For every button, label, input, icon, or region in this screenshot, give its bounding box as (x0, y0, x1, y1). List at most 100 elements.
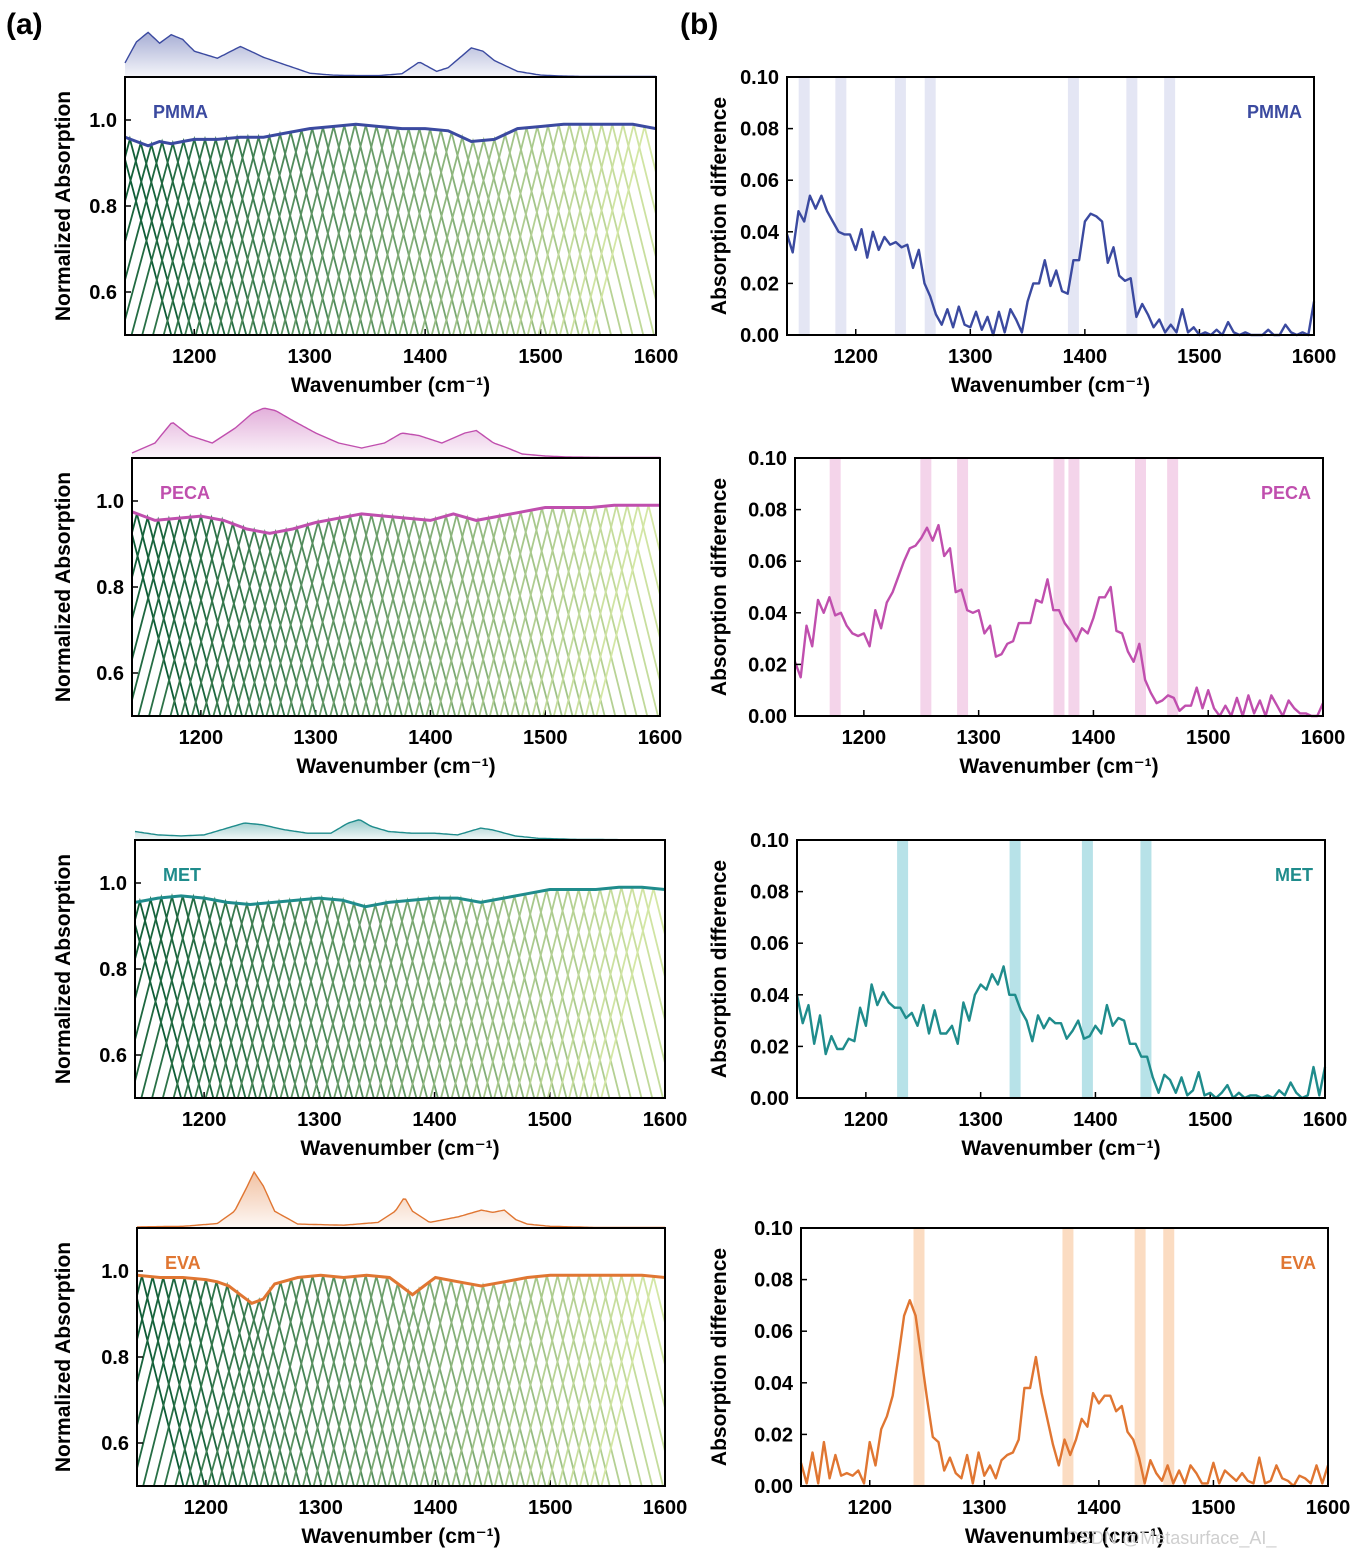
a-met-envelope-line (135, 885, 665, 909)
a-eva-xtick-label: 1200 (184, 1497, 229, 1519)
a-met-filter-curve (135, 920, 183, 1098)
b-pmma-highlight-band (1126, 78, 1138, 334)
a-met-frame (134, 839, 666, 1099)
b-met-ytick-label: 0.00 (750, 1088, 789, 1110)
b-pmma-highlight-band (1164, 78, 1176, 334)
b-peca-ytick-label: 0.08 (748, 500, 787, 522)
b-peca-highlight-band (1134, 459, 1146, 715)
a-peca-sample-label: PECA (160, 483, 210, 503)
b-eva-xtick-label: 1300 (962, 1497, 1007, 1519)
a-eva-ytick-label: 0.6 (101, 1433, 129, 1455)
b-pmma-highlight-band (924, 78, 936, 334)
b-met-xtick-label: 1400 (1073, 1109, 1118, 1131)
b-pmma-ytick-label: 0.02 (740, 273, 779, 295)
b-eva-ytick-label: 0.06 (754, 1321, 793, 1343)
b-pmma-highlight-band (798, 78, 810, 334)
b-met-frame (796, 839, 1326, 1099)
b-eva-ytick-label: 0.04 (754, 1373, 794, 1395)
a-met-xtick-label: 1500 (528, 1109, 573, 1131)
a-met-xlabel: Wavenumber (cm⁻¹) (300, 1137, 499, 1160)
a-pmma-xtick-label: 1200 (172, 346, 217, 368)
b-pmma-xlabel: Wavenumber (cm⁻¹) (951, 374, 1150, 397)
a-pmma-xtick-label: 1500 (518, 346, 563, 368)
a-met-ytick-label: 0.8 (99, 959, 127, 981)
a-pmma-filter-curves (125, 122, 656, 335)
watermark: CSDN @Metasurface_AI_ (1066, 1528, 1277, 1549)
b-peca-xtick-label: 1600 (1301, 727, 1346, 749)
b-peca-ytick-label: 0.06 (748, 551, 787, 573)
a-eva-ytick-label: 1.0 (101, 1261, 129, 1283)
b-met-xtick-label: 1500 (1188, 1109, 1233, 1131)
a-peca-xtick-label: 1500 (523, 727, 568, 749)
b-pmma-highlight-band (835, 78, 847, 334)
b-pmma-xtick-label: 1500 (1177, 346, 1222, 368)
a-pmma-frame (124, 76, 657, 336)
b-met-ytick-label: 0.06 (750, 933, 789, 955)
a-peca-ytick-label: 0.6 (96, 663, 124, 685)
a-eva-xtick-label: 1400 (413, 1497, 458, 1519)
b-met-xtick-label: 1300 (958, 1109, 1003, 1131)
a-pmma-xtick-label: 1400 (403, 346, 448, 368)
b-pmma-ytick-label: 0.08 (740, 119, 779, 141)
b-met-xtick-label: 1200 (844, 1109, 889, 1131)
a-peca-ylabel: Normalized Absorption (52, 472, 75, 702)
b-peca-ytick-label: 0.04 (748, 603, 788, 625)
b-eva-ytick-label: 0.02 (754, 1424, 793, 1446)
b-peca-highlight-band (1068, 459, 1080, 715)
b-met-highlight-band (1081, 841, 1093, 1097)
a-eva-filter-curve (137, 1294, 185, 1486)
b-pmma-ylabel: Absorption difference (708, 97, 731, 315)
b-eva-ylabel: Absorption difference (708, 1248, 731, 1466)
a-peca-filter-curve (132, 530, 180, 716)
b-eva-xtick-label: 1500 (1191, 1497, 1236, 1519)
a-met-ylabel: Normalized Absorption (52, 854, 75, 1084)
b-met-ytick-label: 0.04 (750, 985, 790, 1007)
a-eva-xtick-label: 1600 (643, 1497, 688, 1519)
b-peca-xtick-label: 1300 (956, 727, 1001, 749)
a-eva-reference-fill (137, 1172, 665, 1228)
a-pmma-xtick-label: 1600 (634, 346, 679, 368)
a-met-chart: 1200 1300 1400 1500 1600 Wavenumber (cm⁻¹) Nor… (52, 819, 687, 1160)
a-pmma-filter-curve (125, 138, 215, 335)
a-pmma-reference-fill (125, 32, 656, 77)
b-peca-highlight-band (957, 459, 969, 715)
b-pmma-xtick-label: 1600 (1292, 346, 1337, 368)
a-peca-xtick-label: 1300 (293, 727, 338, 749)
a-pmma-ytick-label: 1.0 (89, 110, 117, 132)
b-pmma-sample-label: PMMA (1247, 102, 1302, 122)
a-pmma-ytick-label: 0.6 (89, 282, 117, 304)
b-peca-frame (794, 457, 1324, 717)
a-met-ytick-label: 1.0 (99, 873, 127, 895)
b-met-ytick-label: 0.02 (750, 1036, 789, 1058)
b-eva-ytick-label: 0.08 (754, 1270, 793, 1292)
a-eva-ylabel: Normalized Absorption (52, 1242, 75, 1472)
b-met-highlight-band (1009, 841, 1021, 1097)
a-peca-ytick-label: 0.8 (96, 577, 124, 599)
a-eva-xlabel: Wavenumber (cm⁻¹) (301, 1525, 500, 1548)
b-pmma-ytick-label: 0.06 (740, 170, 779, 192)
b-peca-ylabel: Absorption difference (708, 478, 731, 696)
b-eva-chart: 1200 1300 1400 1500 1600 Wavenumber (cm⁻¹) Abs… (708, 1218, 1350, 1548)
b-met-ylabel: Absorption difference (708, 860, 731, 1078)
b-eva-xtick-label: 1600 (1306, 1497, 1351, 1519)
a-peca-filter-curves (132, 503, 660, 716)
b-pmma-xtick-label: 1300 (948, 346, 993, 368)
b-eva-sample-label: EVA (1280, 1253, 1316, 1273)
a-pmma-chart: 1200 1300 1400 1500 1600 Wavenumber (cm⁻¹) Nor… (52, 31, 679, 397)
a-peca-envelope-line (132, 503, 660, 535)
b-peca-xlabel: Wavenumber (cm⁻¹) (959, 755, 1158, 778)
a-eva-chart: 1200 1300 1400 1500 1600 Wavenumber (cm⁻¹) Nor… (52, 1170, 688, 1548)
b-met-sample-label: MET (1275, 865, 1313, 885)
b-met-highlight-band (1140, 841, 1152, 1097)
b-pmma-xtick-label: 1200 (833, 346, 878, 368)
b-pmma-chart: 1200 1300 1400 1500 1600 Wavenumber (cm⁻¹) Abs… (708, 67, 1336, 397)
b-peca-highlight-band (920, 459, 932, 715)
a-pmma-envelope-line (125, 122, 656, 148)
a-eva-xtick-label: 1500 (528, 1497, 573, 1519)
b-peca-highlight-band (1167, 459, 1179, 715)
a-peca-frame (131, 457, 661, 717)
a-pmma-xlabel: Wavenumber (cm⁻¹) (291, 374, 490, 397)
a-peca-chart: 1200 1300 1400 1500 1600 Wavenumber (cm⁻¹) Nor… (52, 407, 682, 778)
b-peca-xtick-label: 1200 (842, 727, 887, 749)
